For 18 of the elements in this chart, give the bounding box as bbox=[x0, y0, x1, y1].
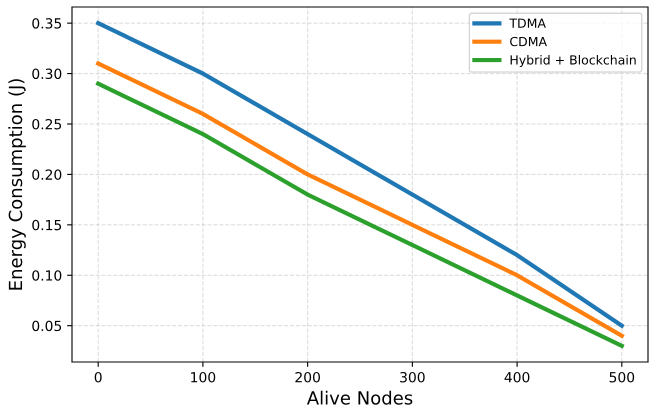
x-tick-label: 400 bbox=[504, 372, 530, 382]
x-axis-title: Alive Nodes bbox=[306, 390, 412, 405]
y-tick-label: 0.15 bbox=[32, 220, 62, 230]
x-tick-label: 0 bbox=[94, 372, 102, 382]
y-tick-label: 0.20 bbox=[32, 169, 62, 180]
x-tick-label: 100 bbox=[191, 372, 216, 382]
y-tick-label: 0.35 bbox=[32, 18, 62, 29]
legend-label: CDMA bbox=[510, 36, 547, 46]
y-tick-label: 0.25 bbox=[32, 118, 62, 130]
y-axis-title: Energy Consumption (J) bbox=[8, 79, 26, 290]
x-tick-label: 500 bbox=[610, 372, 634, 382]
legend-label: Hybrid + Blockchain bbox=[510, 54, 636, 68]
y-tick-label: 0.30 bbox=[32, 68, 62, 80]
y-tick-label: 0.10 bbox=[32, 270, 62, 281]
y-tick-label: 0.05 bbox=[32, 320, 62, 332]
legend-label: TDMA bbox=[509, 18, 546, 28]
x-tick-label: 300 bbox=[400, 372, 425, 382]
x-tick-label: 200 bbox=[295, 372, 320, 382]
